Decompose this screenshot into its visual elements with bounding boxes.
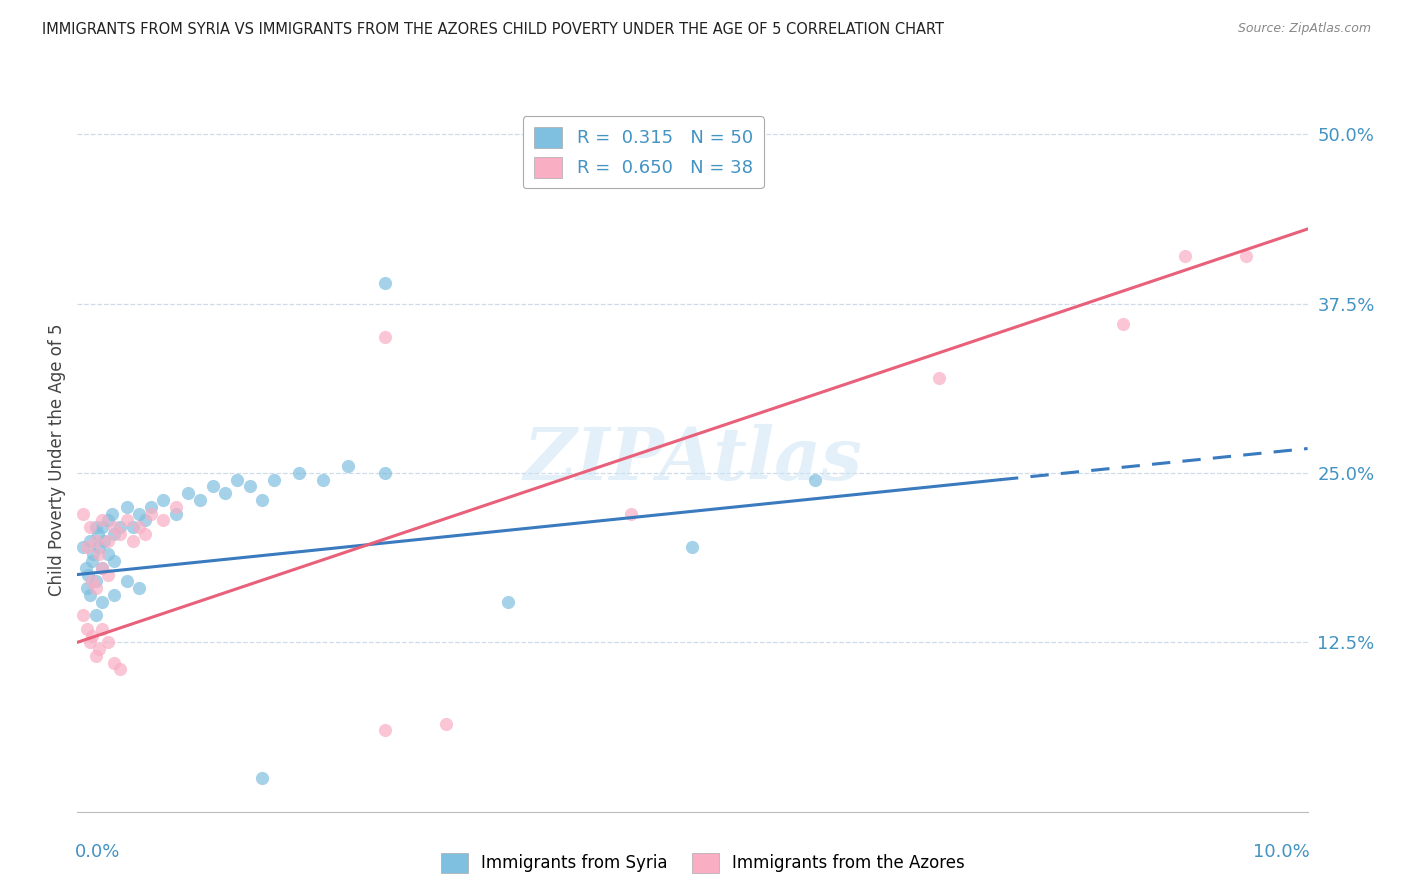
Point — [804, 473, 827, 487]
Point — [77, 567, 100, 582]
Point — [165, 500, 187, 514]
Point — [72, 608, 94, 623]
Point — [90, 561, 114, 575]
Point — [152, 493, 174, 508]
Point — [79, 588, 101, 602]
Point — [128, 507, 150, 521]
Point — [152, 513, 174, 527]
Point — [1234, 249, 1257, 263]
Point — [239, 479, 262, 493]
Point — [115, 500, 138, 514]
Point — [337, 459, 360, 474]
Legend: R =  0.315   N = 50, R =  0.650   N = 38: R = 0.315 N = 50, R = 0.650 N = 38 — [523, 116, 763, 188]
Text: ZIPAtlas: ZIPAtlas — [523, 424, 862, 495]
Point — [76, 581, 98, 595]
Point — [121, 533, 143, 548]
Point — [87, 527, 110, 541]
Point — [141, 507, 163, 521]
Point — [89, 547, 111, 561]
Point — [128, 520, 150, 534]
Point — [84, 533, 107, 548]
Point — [97, 567, 120, 582]
Point — [134, 527, 156, 541]
Point — [79, 520, 101, 534]
Point — [84, 574, 107, 589]
Point — [134, 513, 156, 527]
Point — [103, 554, 125, 568]
Point — [312, 473, 335, 487]
Point — [101, 507, 124, 521]
Point — [121, 520, 143, 534]
Point — [89, 541, 111, 555]
Text: IMMIGRANTS FROM SYRIA VS IMMIGRANTS FROM THE AZORES CHILD POVERTY UNDER THE AGE : IMMIGRANTS FROM SYRIA VS IMMIGRANTS FROM… — [42, 22, 945, 37]
Point — [90, 561, 114, 575]
Point — [82, 574, 104, 589]
Point — [90, 520, 114, 534]
Point — [97, 635, 120, 649]
Point — [76, 541, 98, 555]
Point — [84, 520, 107, 534]
Point — [97, 513, 120, 527]
Point — [79, 533, 101, 548]
Point — [115, 574, 138, 589]
Point — [928, 371, 950, 385]
Point — [76, 622, 98, 636]
Point — [110, 662, 132, 676]
Point — [90, 595, 114, 609]
Point — [496, 595, 519, 609]
Point — [103, 588, 125, 602]
Point — [72, 541, 94, 555]
Point — [1112, 317, 1135, 331]
Point — [110, 520, 132, 534]
Y-axis label: Child Poverty Under the Age of 5: Child Poverty Under the Age of 5 — [48, 323, 66, 596]
Point — [103, 527, 125, 541]
Point — [97, 547, 120, 561]
Point — [75, 561, 97, 575]
Point — [103, 520, 125, 534]
Text: 0.0%: 0.0% — [75, 844, 121, 862]
Point — [141, 500, 163, 514]
Point — [436, 716, 458, 731]
Point — [188, 493, 212, 508]
Point — [90, 622, 114, 636]
Point — [201, 479, 224, 493]
Point — [263, 473, 285, 487]
Point — [110, 527, 132, 541]
Point — [177, 486, 200, 500]
Point — [620, 507, 643, 521]
Point — [103, 656, 125, 670]
Point — [1174, 249, 1197, 263]
Point — [84, 608, 107, 623]
Point — [84, 648, 107, 663]
Point — [79, 635, 101, 649]
Point — [214, 486, 236, 500]
Point — [97, 533, 120, 548]
Point — [288, 466, 311, 480]
Point — [374, 723, 396, 738]
Legend: Immigrants from Syria, Immigrants from the Azores: Immigrants from Syria, Immigrants from t… — [434, 847, 972, 880]
Point — [250, 771, 273, 785]
Point — [115, 513, 138, 527]
Point — [128, 581, 150, 595]
Point — [82, 547, 104, 561]
Point — [84, 581, 107, 595]
Point — [89, 642, 111, 657]
Point — [682, 541, 704, 555]
Point — [374, 466, 396, 480]
Text: 10.0%: 10.0% — [1253, 844, 1310, 862]
Point — [250, 493, 273, 508]
Point — [226, 473, 249, 487]
Point — [90, 513, 114, 527]
Point — [165, 507, 187, 521]
Point — [72, 507, 94, 521]
Text: Source: ZipAtlas.com: Source: ZipAtlas.com — [1237, 22, 1371, 36]
Point — [374, 330, 396, 344]
Point — [374, 276, 396, 290]
Point — [93, 533, 115, 548]
Point — [82, 554, 104, 568]
Point — [82, 628, 104, 642]
